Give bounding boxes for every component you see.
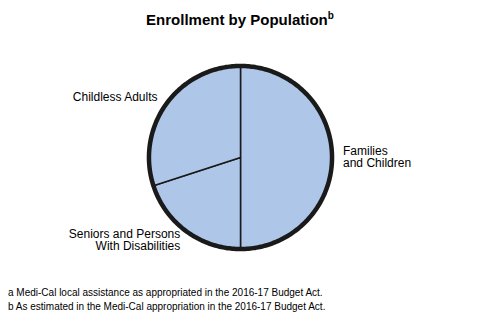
html-text:b As estimated in the Medi-Cal: b As estimated in the Medi-Cal appropria… bbox=[8, 301, 326, 312]
html-text:a Medi-Cal local assistance as: a Medi-Cal local assistance as appropria… bbox=[8, 287, 323, 298]
svg-text:Seniors and PersonsWith Disabi: Seniors and PersonsWith Disabilities bbox=[69, 227, 180, 253]
svg-text:Childless Adults: Childless Adults bbox=[73, 90, 158, 104]
svg-text:Familiesand Children: Familiesand Children bbox=[343, 144, 411, 170]
html-text:Enrollment by Populationb: Enrollment by Populationb bbox=[146, 10, 334, 28]
